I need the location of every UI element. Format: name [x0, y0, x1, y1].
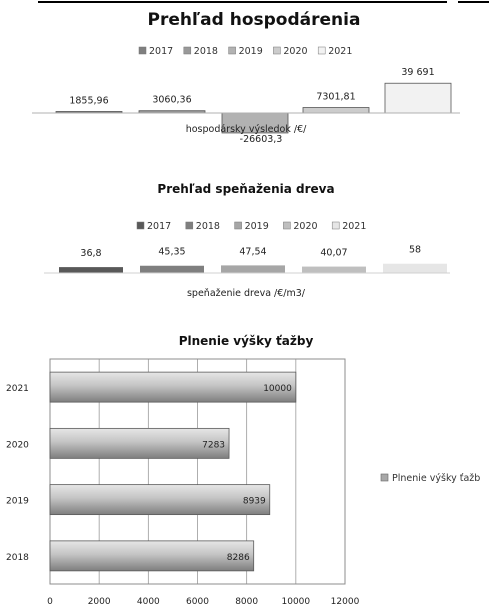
chart2-value-label-2017: 36,8	[80, 248, 101, 259]
chart1-bar-2020	[302, 107, 370, 114]
legend-swatch-2018	[185, 221, 194, 230]
chart3-legend-label: Plnenie výšky ťažb	[392, 473, 480, 484]
legend-label-2018: 2018	[194, 46, 218, 57]
chart3-title: Plnenie výšky ťažby	[179, 334, 314, 348]
legend-label-2019: 2019	[245, 221, 269, 232]
chart3-bar-2018	[49, 540, 255, 572]
chart1-value-label-2017: 1855,96	[69, 96, 108, 107]
chart1-value-label-2018: 3060,36	[152, 95, 191, 106]
chart3-legend-swatch	[380, 473, 389, 482]
chart-plnenie: Plnenie výšky ťažby 10000 7283 8939 8286 20…	[6, 334, 480, 607]
chart2-value-label-2020: 40,07	[320, 248, 347, 259]
chart3-value-label-2018: 8286	[227, 553, 250, 563]
chart3-x-tick-8000: 8000	[235, 597, 258, 607]
legend-label-2020: 2020	[283, 46, 307, 57]
chart1-category-label: hospodársky výsledok /€/	[186, 124, 307, 135]
chart2-value-label-2019: 47,54	[239, 246, 266, 257]
chart1-legend: 2017 2018 2019 2020 2021	[138, 46, 352, 57]
chart2-value-label-2021: 58	[409, 245, 421, 256]
legend-swatch-2021	[317, 46, 326, 55]
chart3-x-tick-0: 0	[47, 597, 53, 607]
chart1-title: Prehľad hospodárenia	[148, 10, 361, 30]
chart3-value-labels: 10000 7283 8939 8286	[202, 384, 292, 563]
chart3-y-label-2019: 2019	[6, 497, 29, 507]
chart2-bar-2020	[302, 266, 366, 273]
chart2-bar-2018	[140, 265, 204, 273]
legend-label-2017: 2017	[147, 221, 171, 232]
legend-swatch-2018	[183, 46, 192, 55]
chart2-bar-2019	[221, 265, 285, 273]
chart3-x-tick-12000: 12000	[331, 597, 360, 607]
chart2-bars	[59, 263, 447, 273]
chart2-value-label-2018: 45,35	[158, 247, 185, 258]
legend-label-2017: 2017	[149, 46, 173, 57]
chart3-bar-2019	[49, 484, 271, 516]
chart3-y-label-2018: 2018	[6, 553, 29, 563]
legend-label-2021: 2021	[342, 221, 366, 232]
chart3-x-tick-10000: 10000	[282, 597, 311, 607]
chart3-value-label-2021: 10000	[263, 384, 292, 394]
chart1-value-label-2019: -26603,3	[240, 134, 283, 145]
chart3-x-tick-6000: 6000	[186, 597, 209, 607]
chart1-value-label-2020: 7301,81	[316, 92, 355, 103]
chart3-y-label-2020: 2020	[6, 440, 29, 450]
chart3-y-labels: 2021 2020 2019 2018	[6, 384, 29, 563]
chart1-bar-2021	[384, 82, 452, 114]
chart3-plot-border	[49, 358, 346, 585]
legend-label-2020: 2020	[293, 221, 317, 232]
chart2-bar-2021	[383, 263, 447, 273]
chart1-value-labels: 1855,96 3060,36 -26603,3 7301,81 39 691	[69, 67, 434, 145]
legend-swatch-2021	[331, 221, 340, 230]
legend-swatch-2019	[234, 221, 242, 230]
legend-label-2018: 2018	[196, 221, 220, 232]
legend-swatch-2020	[283, 221, 291, 230]
chart2-legend: 2017 2018 2019 2020 2021	[136, 221, 366, 232]
legend-label-2021: 2021	[328, 46, 352, 57]
chart3-value-label-2020: 7283	[202, 440, 225, 450]
chart-hospodarenie: Prehľad hospodárenia 2017 2018 2019 2020 202…	[32, 10, 460, 145]
chart3-value-label-2019: 8939	[243, 497, 266, 507]
chart2-title: Prehľad speňaženia dreva	[157, 182, 334, 196]
chart3-x-tick-4000: 4000	[137, 597, 160, 607]
chart3-legend: Plnenie výšky ťažb	[380, 473, 480, 484]
chart2-value-labels: 36,8 45,35 47,54 40,07 58	[80, 245, 421, 259]
legend-swatch-2019	[228, 46, 236, 55]
chart3-bars	[49, 371, 297, 572]
chart3-bar-2021	[49, 371, 297, 403]
legend-swatch-2017	[136, 221, 145, 230]
legend-label-2019: 2019	[239, 46, 263, 57]
chart3-y-label-2021: 2021	[6, 384, 29, 394]
legend-swatch-2017	[138, 46, 147, 55]
chart2-category-label: speňaženie dreva /€/m3/	[187, 288, 306, 299]
chart-spenazenie: Prehľad speňaženia dreva 2017 2018 2019 202…	[44, 182, 450, 299]
chart3-bar-2020	[49, 427, 230, 459]
chart3-x-tick-2000: 2000	[88, 597, 111, 607]
chart2-bar-2017	[59, 267, 123, 273]
chart1-value-label-2021: 39 691	[401, 67, 434, 78]
chart3-x-ticks: 0 2000 4000 6000 8000 10000 12000	[47, 597, 359, 607]
legend-swatch-2020	[273, 46, 281, 55]
